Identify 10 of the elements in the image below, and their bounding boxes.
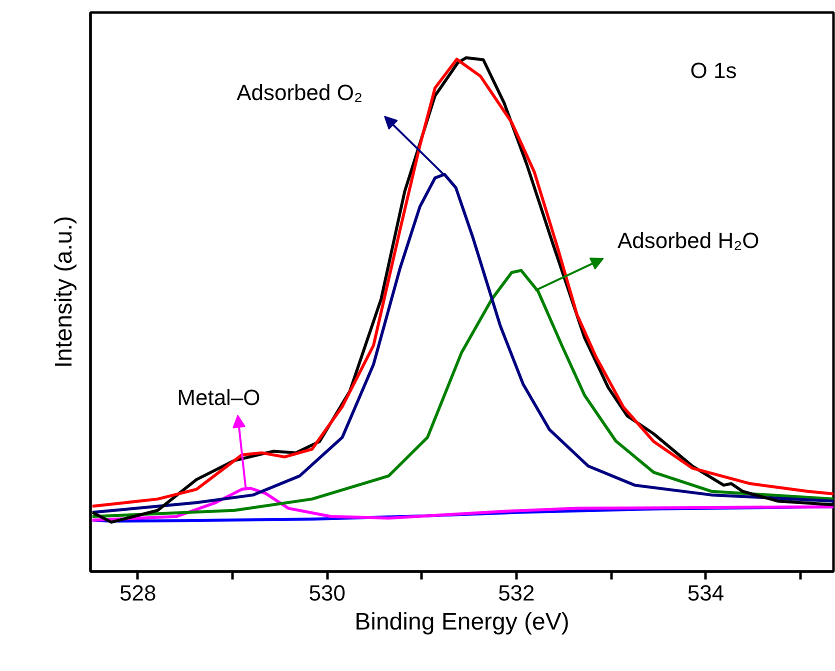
annotation: Metal–O: [177, 384, 260, 410]
annotation: Adsorbed H₂O: [617, 228, 760, 253]
x-axis-title: Binding Energy (eV): [354, 608, 570, 636]
y-axis-title: Intensity (a.u.): [50, 216, 78, 368]
x-tick-label: 528: [119, 580, 156, 606]
annotation: O 1s: [690, 58, 737, 83]
annotation: Adsorbed O₂: [236, 80, 363, 105]
x-tick-label: 532: [498, 580, 535, 606]
x-tick-label: 534: [687, 580, 724, 606]
x-tick-label: 530: [308, 580, 346, 606]
